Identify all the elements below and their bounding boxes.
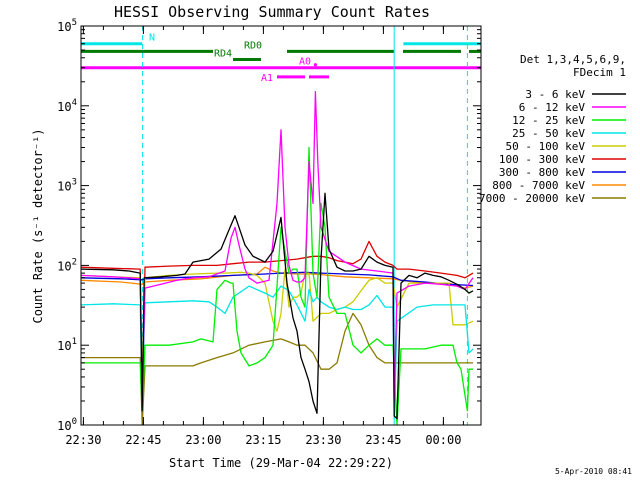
legend-entry-label-4: 50 - 100 keV <box>506 140 586 153</box>
flag-label-a0: A0 <box>299 57 311 68</box>
y-tick-exponent-1: 1 <box>72 337 77 347</box>
x-axis: 22:30 22:45 23:00 23:15 23:30 23:45 00:00 <box>65 26 464 447</box>
y-tick-label-2: 102 <box>57 257 77 273</box>
chart-title: HESSI Observing Summary Count Rates <box>114 3 430 21</box>
legend-entry-label-5: 100 - 300 keV <box>499 153 585 166</box>
flag-label-a1: A1 <box>261 73 273 84</box>
series-line-50-100-kev <box>80 268 474 378</box>
legend-header-line-2: FDecim 1 <box>573 66 626 79</box>
legend-entry-label-6: 300 - 800 keV <box>499 166 585 179</box>
y-tick-exponent-3: 3 <box>72 178 77 188</box>
y-tick-label-1: 101 <box>57 337 77 353</box>
series-line-100-300-kev <box>80 240 474 402</box>
flag-bars: N RD0 RD4 A0 A1 <box>81 33 481 84</box>
legend-entry-label-3: 25 - 50 keV <box>512 127 585 140</box>
flag-a0-marker-0 <box>313 63 317 67</box>
flag-label-rd0: RD0 <box>244 40 262 51</box>
x-tick-label-3: 23:15 <box>245 433 281 447</box>
series-line-7000-20000-kev <box>81 312 473 426</box>
x-tick-label-5: 23:45 <box>365 433 401 447</box>
x-tick-label-6: 00:00 <box>425 433 461 447</box>
y-tick-label-3: 103 <box>57 178 77 194</box>
y-tick-base-4: 10 <box>57 100 71 114</box>
x-axis-label: Start Time (29-Mar-04 22:29:22) <box>169 456 393 470</box>
flag-label-rd4: RD4 <box>214 49 232 60</box>
legend-header-line-1: Det 1,3,4,5,6,9, <box>520 53 626 66</box>
legend-entry-label-1: 6 - 12 keV <box>519 101 586 114</box>
legend-entry-label-7: 800 - 7000 keV <box>492 179 585 192</box>
y-tick-exponent-0: 0 <box>72 417 77 427</box>
plot-frame <box>80 25 482 426</box>
legend-entry-label-0: 3 - 6 keV <box>525 88 585 101</box>
timestamp-footer: 5-Apr-2010 08:41 <box>555 467 632 476</box>
y-tick-base-3: 10 <box>57 180 71 194</box>
y-tick-label-0: 100 <box>57 417 77 433</box>
y-tick-base-1: 10 <box>57 339 71 353</box>
y-tick-exponent-4: 4 <box>72 98 77 108</box>
legend-entry-label-8: 7000 - 20000 keV <box>479 192 585 205</box>
y-tick-base-2: 10 <box>57 259 71 273</box>
series-lines <box>80 91 474 426</box>
legend-entry-label-2: 12 - 25 keV <box>512 114 585 127</box>
x-tick-label-4: 23:30 <box>305 433 341 447</box>
y-tick-label-4: 104 <box>57 98 77 114</box>
x-tick-label-0: 22:30 <box>65 433 101 447</box>
y-tick-base-5: 10 <box>57 20 71 34</box>
series-line-12-25-kev <box>81 146 473 426</box>
y-tick-exponent-5: 5 <box>72 18 77 28</box>
x-tick-label-2: 23:00 <box>185 433 221 447</box>
x-tick-label-1: 22:45 <box>125 433 161 447</box>
y-axis-label: Count Rate (s⁻¹ detector⁻¹) <box>31 128 45 323</box>
flag-label-n: N <box>149 33 155 44</box>
y-tick-base-0: 10 <box>57 419 71 433</box>
series-line-3-6-kev <box>80 192 474 420</box>
y-tick-label-5: 105 <box>57 18 77 34</box>
y-tick-exponent-2: 2 <box>72 257 77 267</box>
